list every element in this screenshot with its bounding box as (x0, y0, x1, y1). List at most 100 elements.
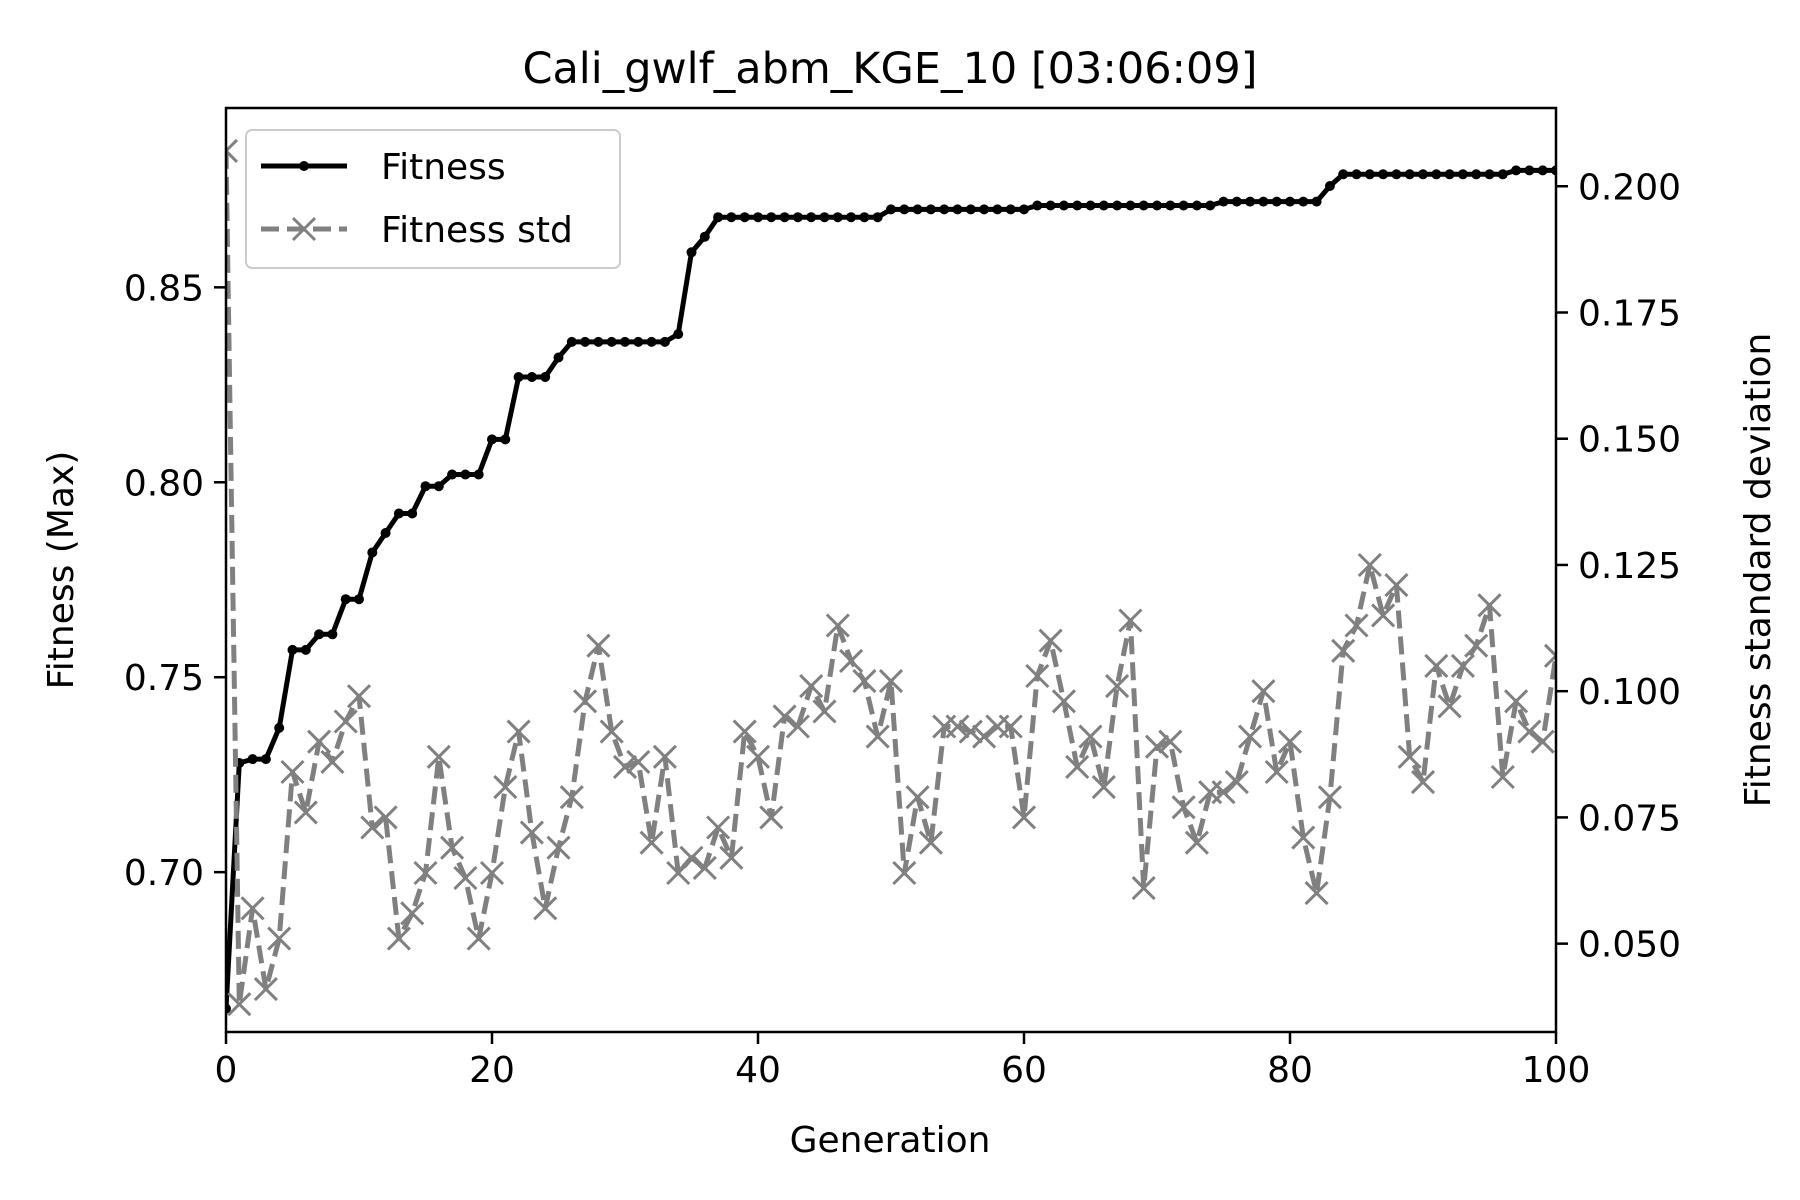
data-point-fitness-std-6 (293, 800, 318, 825)
data-point-fitness-95 (1484, 169, 1495, 180)
data-point-fitness-39 (739, 212, 750, 223)
data-point-fitness-31 (633, 336, 644, 347)
legend-fitness-marker (299, 161, 309, 171)
data-point-fitness-std-39 (732, 719, 757, 744)
data-point-fitness-29 (606, 336, 617, 347)
data-point-fitness-std-60 (1011, 805, 1037, 830)
data-point-fitness-std-57 (972, 724, 997, 749)
data-point-fitness-std-61 (1025, 663, 1050, 689)
data-point-fitness-std-27 (573, 689, 598, 714)
data-point-fitness-67 (1112, 200, 1123, 211)
data-point-fitness-std-30 (612, 754, 638, 779)
data-point-fitness-27 (580, 336, 591, 347)
y-axis-left-title: Fitness (Max) (41, 451, 82, 690)
data-point-fitness-23 (526, 372, 537, 382)
data-point-fitness-std-1 (227, 992, 252, 1017)
data-point-fitness-std-84 (1331, 638, 1356, 663)
data-point-fitness-48 (859, 212, 870, 223)
data-point-fitness-std-89 (1397, 744, 1422, 769)
data-point-fitness-45 (819, 212, 830, 223)
data-point-fitness-std-38 (719, 845, 744, 870)
axes: 0 20 40 60 80 100 0.70 0.75 0.80 0.85 0.050 0.075 0.… (124, 106, 1681, 1091)
data-point-fitness-std-5 (280, 759, 305, 785)
data-point-fitness-std-37 (706, 815, 731, 840)
plot-area (226, 138, 1556, 1017)
data-point-fitness-54 (939, 204, 950, 215)
data-point-fitness-40 (753, 212, 763, 223)
data-point-fitness-99 (1537, 165, 1548, 176)
data-point-fitness-18 (460, 469, 471, 480)
data-point-fitness-28 (593, 336, 604, 347)
x-tick-label-60: 60 (1001, 1050, 1047, 1091)
y-right-tick-label-1: 0.075 (1578, 798, 1681, 839)
data-point-fitness-std-86 (1357, 552, 1382, 578)
data-point-fitness-std-71 (1158, 729, 1183, 754)
data-point-fitness-53 (925, 204, 936, 215)
y-axis-right-title: Fitness standard deviation (1738, 333, 1779, 808)
legend-fitness-label: Fitness (381, 147, 506, 188)
data-point-fitness-std-22 (506, 719, 531, 744)
data-point-fitness-44 (806, 212, 817, 223)
data-point-fitness-std-68 (1118, 608, 1143, 633)
legend-std-label: Fitness std (381, 210, 573, 251)
data-point-fitness-std-52 (905, 785, 930, 810)
data-point-fitness-56 (965, 204, 976, 215)
data-point-fitness-std-8 (320, 749, 345, 774)
data-point-fitness-64 (1072, 200, 1083, 211)
data-point-fitness-std-67 (1105, 674, 1130, 699)
legend-std-marker (291, 216, 317, 242)
data-point-fitness-43 (792, 212, 803, 223)
data-point-fitness-62 (1045, 200, 1056, 211)
data-point-fitness-6 (300, 644, 311, 655)
data-point-fitness-std-23 (519, 820, 544, 845)
data-point-fitness-17 (447, 469, 458, 480)
data-point-fitness-std-66 (1091, 775, 1116, 800)
data-point-fitness-std-93 (1450, 653, 1475, 678)
data-point-fitness-std-4 (267, 926, 292, 951)
data-point-fitness-std-91 (1424, 653, 1449, 678)
data-point-fitness-2 (247, 754, 258, 765)
data-point-fitness-std-95 (1477, 593, 1502, 618)
data-point-fitness-std-3 (253, 977, 278, 1002)
data-point-fitness-89 (1404, 169, 1415, 180)
data-point-fitness-20 (487, 434, 497, 445)
data-point-fitness-std-73 (1184, 830, 1209, 855)
data-point-fitness-35 (686, 247, 697, 258)
data-point-fitness-std-20 (479, 860, 505, 886)
data-point-fitness-std-85 (1344, 613, 1369, 638)
data-point-fitness-57 (979, 204, 990, 215)
data-point-fitness-std-88 (1384, 573, 1409, 598)
y-left-tick-label-1: 0.75 (124, 658, 204, 699)
data-point-fitness-75 (1218, 196, 1229, 207)
data-point-fitness-78 (1258, 196, 1269, 207)
data-point-fitness-83 (1324, 181, 1335, 191)
data-point-fitness-std-96 (1490, 764, 1515, 790)
data-point-fitness-3 (260, 754, 271, 765)
data-point-fitness-94 (1471, 169, 1482, 180)
data-point-fitness-std-70 (1144, 734, 1170, 759)
data-point-fitness-90 (1418, 169, 1428, 180)
y-left-tick-label-3: 0.85 (124, 268, 204, 309)
data-point-fitness-std-72 (1171, 795, 1196, 820)
data-point-fitness-std-50 (878, 669, 904, 694)
legend: Fitness Fitness std (245, 129, 621, 269)
data-point-fitness-16 (433, 481, 444, 492)
data-point-fitness-79 (1271, 196, 1282, 207)
data-point-fitness-88 (1391, 169, 1402, 180)
data-point-fitness-33 (659, 336, 670, 347)
data-point-fitness-std-92 (1437, 694, 1462, 719)
data-point-fitness-std-2 (240, 896, 265, 921)
data-point-fitness-std-42 (772, 704, 797, 729)
data-point-fitness-std-51 (892, 860, 917, 886)
data-point-fitness-std-63 (1051, 689, 1076, 714)
data-point-fitness-81 (1298, 196, 1309, 207)
data-point-fitness-51 (899, 204, 910, 215)
data-point-fitness-std-83 (1317, 785, 1342, 810)
data-point-fitness-std-14 (400, 901, 425, 926)
data-point-fitness-98 (1524, 165, 1535, 176)
data-point-fitness-50 (886, 204, 896, 215)
data-point-fitness-std-62 (1038, 628, 1063, 653)
data-point-fitness-std-77 (1238, 724, 1263, 749)
data-point-fitness-25 (553, 352, 564, 363)
data-point-fitness-12 (380, 528, 391, 538)
